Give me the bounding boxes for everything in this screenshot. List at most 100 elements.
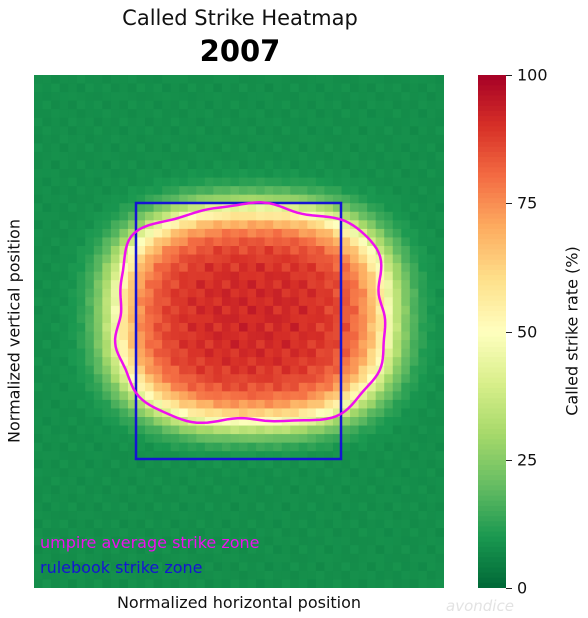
heatmap-cell — [230, 553, 240, 563]
heatmap-cell — [315, 117, 326, 127]
heatmap-cell — [213, 451, 223, 461]
heatmap-cell — [350, 211, 360, 221]
heatmap-cell — [435, 511, 444, 521]
heatmap-cell — [204, 331, 214, 341]
heatmap-cell — [384, 451, 394, 461]
heatmap-cell — [367, 365, 377, 375]
heatmap-cell — [230, 288, 240, 298]
heatmap-cell — [102, 425, 112, 435]
heatmap-cell — [435, 322, 444, 333]
heatmap-cell — [136, 382, 146, 392]
heatmap-cell — [76, 476, 86, 486]
heatmap-cell — [247, 134, 257, 144]
heatmap-cell — [273, 511, 283, 521]
heatmap-cell — [85, 442, 95, 452]
heatmap-cell — [68, 297, 78, 307]
heatmap-cell — [51, 134, 61, 144]
heatmap-cell — [264, 203, 274, 213]
heatmap-cell — [384, 134, 394, 144]
heatmap-cell — [85, 109, 95, 119]
heatmap-cell — [307, 288, 317, 298]
heatmap-cell — [170, 280, 180, 290]
heatmap-cell — [426, 246, 437, 256]
heatmap-cell — [290, 288, 300, 298]
heatmap-cell — [409, 263, 419, 273]
colorbar-segment — [478, 439, 506, 445]
heatmap-cell — [384, 151, 394, 162]
heatmap-cell — [367, 280, 377, 290]
heatmap-cell — [34, 177, 44, 187]
heatmap-cell — [332, 280, 343, 290]
heatmap-cell — [273, 160, 283, 170]
colorbar-segment — [478, 521, 506, 528]
heatmap-cell — [281, 476, 291, 486]
heatmap-cell — [256, 160, 266, 170]
heatmap-cell — [375, 92, 385, 102]
heatmap-cell — [350, 536, 360, 546]
heatmap-cell — [204, 228, 214, 239]
heatmap-cell — [136, 553, 146, 563]
heatmap-cell — [392, 280, 402, 290]
heatmap-cell — [332, 322, 343, 333]
heatmap-cell — [162, 357, 172, 367]
heatmap-cell — [221, 237, 232, 247]
heatmap-cell — [51, 271, 61, 281]
heatmap-cell — [127, 211, 138, 221]
heatmap-cell — [85, 246, 95, 256]
heatmap-cell — [401, 442, 411, 452]
heatmap-cell — [426, 194, 437, 204]
heatmap-cell — [426, 493, 437, 504]
heatmap-cell — [281, 211, 291, 221]
heatmap-cell — [153, 271, 163, 281]
heatmap-cell — [110, 528, 121, 538]
heatmap-cell — [102, 75, 112, 85]
heatmap-cell — [256, 357, 266, 367]
heatmap-cell — [51, 83, 61, 93]
heatmap-cell — [127, 160, 138, 170]
heatmap-cell — [273, 357, 283, 367]
heatmap-cell — [307, 459, 317, 469]
heatmap-cell — [307, 365, 317, 375]
heatmap-cell — [239, 186, 249, 196]
heatmap-cell — [153, 203, 163, 213]
heatmap-cell — [341, 160, 351, 170]
heatmap-cell — [350, 365, 360, 375]
heatmap-cell — [273, 297, 283, 307]
heatmap-cell — [324, 126, 334, 136]
heatmap-cell — [324, 545, 334, 555]
colorbar-segment — [478, 275, 506, 281]
heatmap-cell — [332, 553, 343, 563]
heatmap-cell — [409, 220, 419, 230]
heatmap-cell — [119, 425, 129, 435]
heatmap-cell — [324, 528, 334, 538]
heatmap-cell — [332, 528, 343, 538]
heatmap-cell — [247, 109, 257, 119]
heatmap-cell — [230, 391, 240, 401]
heatmap-cell — [221, 417, 232, 427]
heatmap-cell — [145, 570, 155, 581]
heatmap-cell — [392, 160, 402, 170]
heatmap-cell — [145, 126, 155, 136]
heatmap-cell — [426, 160, 437, 170]
heatmap-cell — [145, 511, 155, 521]
heatmap-cell — [273, 374, 283, 384]
heatmap-cell — [239, 322, 249, 333]
heatmap-cell — [76, 348, 86, 358]
heatmap-cell — [418, 579, 428, 588]
heatmap-cell — [358, 340, 368, 350]
heatmap-cell — [42, 203, 52, 213]
heatmap-cell — [247, 536, 257, 546]
heatmap-cell — [85, 169, 95, 179]
heatmap-cell — [204, 468, 214, 478]
heatmap-cell — [435, 331, 444, 341]
heatmap-cell — [264, 151, 274, 162]
heatmap-cell — [93, 271, 103, 281]
heatmap-cell — [281, 254, 291, 264]
heatmap-cell — [187, 220, 197, 230]
heatmap-cell — [221, 151, 232, 162]
colorbar-segment — [478, 398, 506, 404]
heatmap-cell — [392, 109, 402, 119]
heatmap-cell — [256, 288, 266, 298]
heatmap-cell — [392, 399, 402, 410]
heatmap-cell — [384, 186, 394, 196]
